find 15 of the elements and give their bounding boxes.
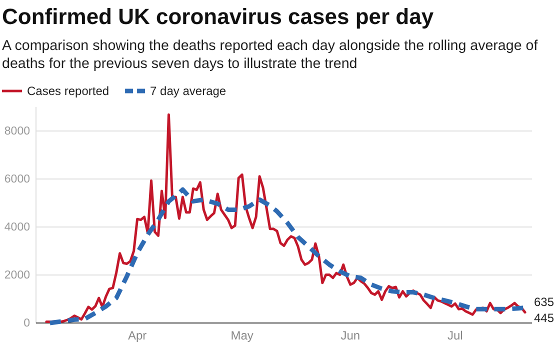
legend-label: 7 day average [150, 84, 226, 98]
y-tick-label: 2000 [4, 270, 30, 282]
data-label: 445 [534, 311, 554, 326]
x-tick-label: May [230, 328, 254, 343]
y-tick-label: 0 [24, 318, 30, 330]
legend-label: Cases reported [27, 84, 110, 98]
chart-subtitle: A comparison showing the deaths reported each day alongside the rolling average of deaths for the previous seven days to illustrate the trend [2, 38, 538, 72]
y-tick-label: 6000 [4, 174, 30, 186]
x-tick-label: Jun [340, 328, 360, 343]
y-tick-label: 4000 [4, 222, 30, 234]
x-tick-label: Jul [447, 328, 463, 343]
x-tick-label: Apr [128, 328, 147, 343]
y-tick-label: 8000 [4, 126, 30, 138]
chart-title: Confirmed UK coronavirus cases per day [2, 4, 434, 29]
data-label: 635 [534, 295, 554, 310]
